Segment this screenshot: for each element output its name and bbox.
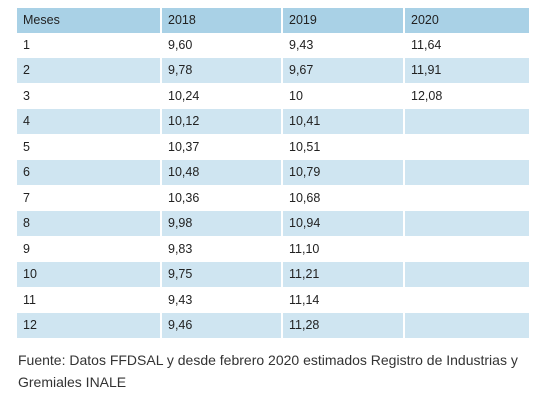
table-row: 11 9,43 11,14 xyxy=(17,287,529,313)
month-cell: 3 xyxy=(17,83,162,109)
value-2018-cell: 9,60 xyxy=(161,32,283,58)
month-cell: 11 xyxy=(17,287,162,313)
value-2018-cell: 10,12 xyxy=(161,108,283,134)
month-cell: 10 xyxy=(17,261,162,287)
table-row: 6 10,48 10,79 xyxy=(17,159,529,186)
table-row: 12 9,46 11,28 xyxy=(17,312,529,339)
value-2019-cell: 9,43 xyxy=(282,32,405,58)
value-2018-cell: 9,78 xyxy=(161,57,283,83)
value-2018-cell: 9,83 xyxy=(161,236,283,262)
value-2020-cell xyxy=(404,109,529,135)
month-cell: 9 xyxy=(17,236,162,262)
table-row: 4 10,12 10,41 xyxy=(17,108,529,135)
value-2018-cell: 10,24 xyxy=(161,83,283,109)
table-header-row: Meses 2018 2019 2020 xyxy=(17,8,529,33)
month-cell: 2 xyxy=(17,57,162,83)
value-2019-cell: 11,28 xyxy=(282,312,405,338)
table-row: 5 10,37 10,51 xyxy=(17,134,529,160)
value-2019-cell: 10,79 xyxy=(282,159,405,185)
value-2020-cell xyxy=(404,160,529,186)
header-months: Meses xyxy=(17,8,162,33)
header-2020: 2020 xyxy=(411,13,439,28)
value-2019-cell: 10 xyxy=(282,83,405,109)
value-2020-cell xyxy=(404,134,529,160)
value-2020-cell xyxy=(404,287,529,313)
month-cell: 5 xyxy=(17,134,162,160)
value-2020-cell: 12,08 xyxy=(411,88,443,103)
value-2020-cell xyxy=(404,313,529,339)
value-2019-cell: 11,21 xyxy=(282,261,405,287)
table-row: 7 10,36 10,68 xyxy=(17,185,529,211)
table-row: 8 9,98 10,94 xyxy=(17,210,529,237)
value-2018-cell: 9,98 xyxy=(161,210,283,236)
source-note: Fuente: Datos FFDSAL y desde febrero 202… xyxy=(18,352,518,390)
value-2020-cell: 11,91 xyxy=(411,63,442,78)
value-2019-cell: 10,94 xyxy=(282,210,405,236)
month-cell: 1 xyxy=(17,32,162,58)
table-row: 2 9,78 9,67 11,91 xyxy=(17,57,529,83)
value-2018-cell: 10,36 xyxy=(161,185,283,211)
value-2018-cell: 9,46 xyxy=(161,312,283,338)
value-2019-cell: 11,14 xyxy=(282,287,405,313)
table-row: 3 10,24 10 12,08 xyxy=(17,83,529,109)
month-cell: 12 xyxy=(17,312,162,338)
value-2019-cell: 9,67 xyxy=(282,57,405,83)
value-2019-cell: 10,41 xyxy=(282,108,405,134)
value-2020-cell xyxy=(404,185,529,211)
value-2020-cell xyxy=(404,262,529,288)
month-cell: 8 xyxy=(17,210,162,236)
month-cell: 6 xyxy=(17,159,162,185)
month-cell: 7 xyxy=(17,185,162,211)
header-2018: 2018 xyxy=(161,8,283,33)
value-2018-cell: 9,75 xyxy=(161,261,283,287)
data-table-container: Meses 2018 2019 2020 1 9,60 9,43 11,64 2… xyxy=(17,8,529,339)
month-cell: 4 xyxy=(17,108,162,134)
monthly-values-table: Meses 2018 2019 2020 1 9,60 9,43 11,64 2… xyxy=(17,8,529,339)
value-2020-cell xyxy=(404,211,529,237)
value-2019-cell: 10,51 xyxy=(282,134,405,160)
value-2018-cell: 9,43 xyxy=(161,287,283,313)
value-2019-cell: 10,68 xyxy=(282,185,405,211)
value-2018-cell: 10,37 xyxy=(161,134,283,160)
header-2019: 2019 xyxy=(282,8,405,33)
table-row: 10 9,75 11,21 xyxy=(17,261,529,288)
table-row: 9 9,83 11,10 xyxy=(17,236,529,262)
value-2018-cell: 10,48 xyxy=(161,159,283,185)
table-body: 1 9,60 9,43 11,64 2 9,78 9,67 11,91 3 10… xyxy=(17,32,529,339)
value-2019-cell: 11,10 xyxy=(282,236,405,262)
value-2020-cell xyxy=(404,236,529,262)
value-2020-cell: 11,64 xyxy=(411,37,442,52)
table-row: 1 9,60 9,43 11,64 xyxy=(17,32,529,58)
